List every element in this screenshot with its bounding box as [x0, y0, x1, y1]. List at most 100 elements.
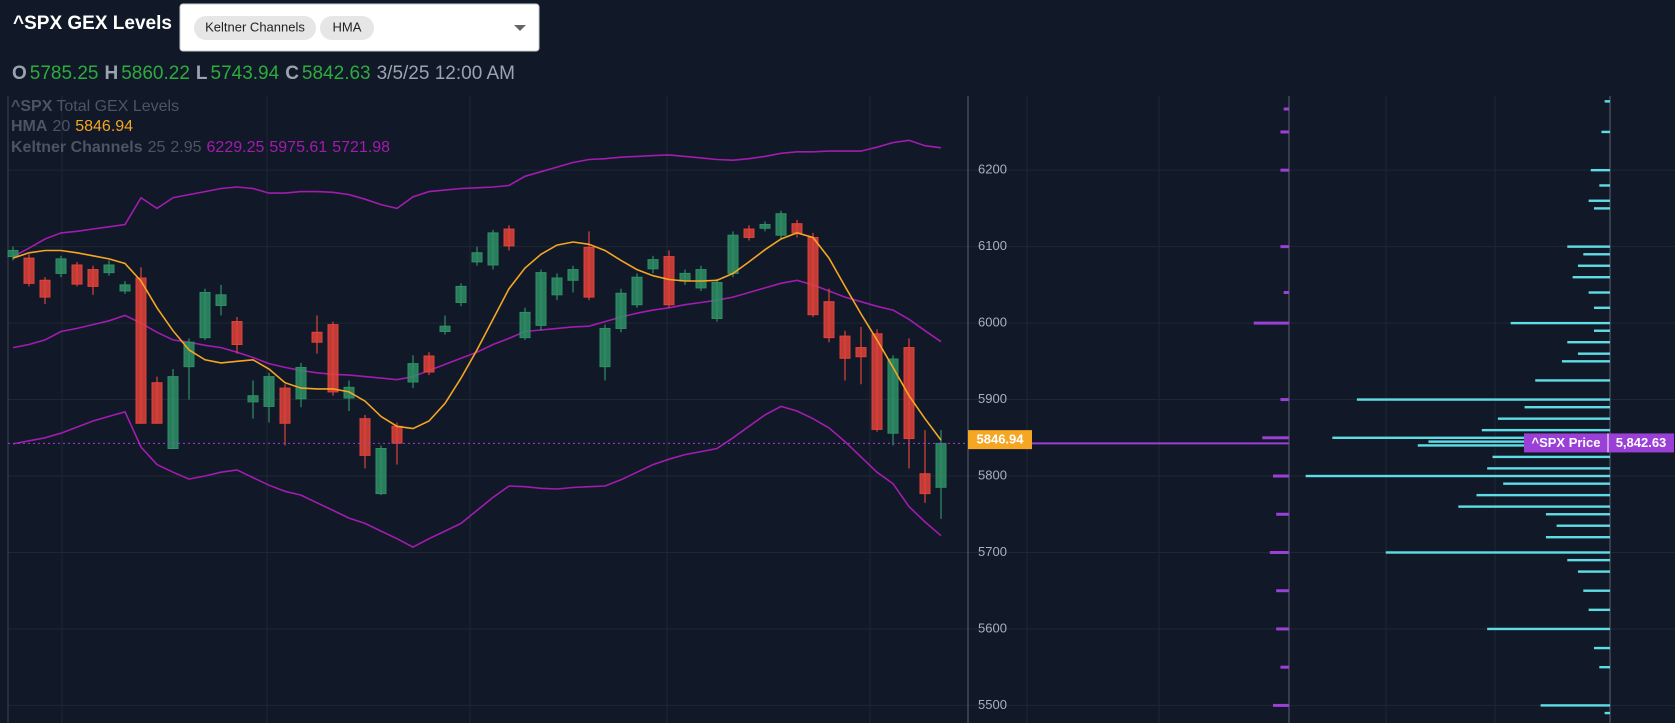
gex-call-bar [1535, 379, 1610, 382]
text-span: Keltner Channels [11, 139, 143, 156]
candle-body [487, 232, 499, 266]
candle-body [887, 358, 899, 434]
ohlc-value: 5743.94 [211, 63, 280, 84]
candle-body [231, 321, 243, 346]
gex-call-bar [1593, 329, 1610, 332]
candle-body [71, 264, 83, 285]
legend-keltner: Keltner Channels 25 2.95 6229.25 5975.61 5721… [11, 139, 390, 156]
gex-call-bar [1540, 704, 1610, 707]
gex-call-bar [1593, 306, 1610, 310]
gex-put-bar [1280, 245, 1289, 249]
text-span: 20 [52, 118, 70, 135]
candle-body [439, 325, 451, 333]
gex-call-bar [1599, 184, 1610, 187]
candle-body [135, 277, 147, 424]
text-span: 25 [148, 139, 166, 156]
ohlc-letter: C [285, 63, 299, 84]
chip[interactable] [320, 16, 374, 40]
gex-put-bar [1280, 398, 1289, 402]
gex-call-bar [1599, 665, 1610, 669]
candle-body [871, 333, 883, 430]
text-span: 5846.94 [75, 118, 133, 135]
ohlc-letter: H [104, 63, 118, 84]
gex-call-bar [1458, 505, 1610, 508]
gex-call-bar [1588, 199, 1610, 202]
gex-put-bar [1283, 107, 1289, 111]
candle-body [199, 292, 211, 339]
gex-call-bar [1577, 352, 1610, 355]
plot: 5846.94 ^SPX Price 5,842.63 [7, 100, 1674, 715]
gex-call-bar [1567, 341, 1610, 344]
gex-call-bar [1567, 558, 1610, 562]
gex-put-bar [1280, 130, 1289, 134]
candle-body [455, 285, 467, 303]
gex-put-bar [1276, 512, 1289, 516]
title: ^SPX GEX Levels [13, 13, 172, 34]
candle-body [775, 213, 787, 236]
chip-label: HMA [333, 19, 362, 34]
ohlc-letter: L [196, 63, 208, 84]
gex-put-bar [1253, 321, 1289, 325]
hma-tag [968, 430, 1032, 450]
y-tick-label: 5500 [978, 697, 1007, 712]
candle-body [55, 258, 67, 274]
candle-body [711, 282, 723, 320]
gex-put-bar [1280, 665, 1289, 669]
candle-body [791, 223, 803, 234]
candle-body [119, 284, 131, 292]
candle-body [823, 301, 835, 339]
gex-call-bar [1567, 245, 1610, 248]
candle-body [615, 292, 627, 329]
gex-call-bar [1583, 253, 1610, 256]
candle-body [23, 257, 35, 284]
legend-source: ^SPX Total GEX Levels [11, 98, 179, 115]
hma-tag-label: 5846.94 [977, 432, 1025, 447]
ohlc-row: O 5785.25 H 5860.22 L 5743.94 C 5842.63 3/5/25 1… [12, 63, 515, 84]
gex-call-bar [1417, 444, 1610, 447]
gex-call-bar [1510, 321, 1610, 325]
candle-body [87, 269, 99, 287]
dropdown-arrow[interactable] [514, 25, 526, 31]
candle-body [391, 425, 403, 444]
gex-call-bar [1385, 551, 1610, 554]
keltner-lower [12, 405, 942, 549]
gex-put-bar [1276, 627, 1289, 631]
ohlc-date: 3/5/25 12:00 AM [377, 63, 515, 84]
gex-call-bar [1545, 513, 1610, 516]
gex-call-bar [1583, 589, 1610, 592]
candle-body [151, 382, 163, 424]
ohlc-value: 5860.22 [121, 63, 190, 84]
gex-call-bar [1356, 398, 1610, 401]
candle-body [39, 279, 51, 298]
ohlc-value: 5842.63 [302, 63, 371, 84]
gex-call-bar [1577, 570, 1610, 573]
hma-line [12, 232, 942, 441]
text-span: 2.95 [170, 139, 201, 156]
grid: 5500 5600 5700 5800 5900 6000 6100 6200 [8, 162, 1675, 712]
candle-body [935, 442, 947, 488]
gex-call-bar [1593, 207, 1610, 210]
text-span: 6229.25 [207, 139, 265, 156]
candle-body [807, 236, 819, 316]
chip[interactable] [194, 16, 316, 40]
candle-body [263, 376, 275, 407]
candle-body [839, 335, 851, 359]
text-span: Total GEX Levels [56, 98, 179, 115]
candle-body [359, 418, 371, 456]
gex-call-bar [1561, 360, 1610, 363]
gex-call-bar [1604, 100, 1610, 103]
y-tick-label: 6100 [978, 238, 1007, 253]
candle-body [663, 256, 675, 306]
candle-body [279, 387, 291, 424]
candle-body [759, 223, 771, 229]
text-span: HMA [11, 118, 48, 135]
candle-body [471, 252, 483, 263]
y-tick-label: 6000 [978, 315, 1007, 330]
gex-call-bar [1503, 482, 1610, 485]
gex-call-bar [1577, 264, 1610, 267]
vertical-grid [61, 96, 1496, 723]
gex-call-bar [1593, 646, 1610, 650]
